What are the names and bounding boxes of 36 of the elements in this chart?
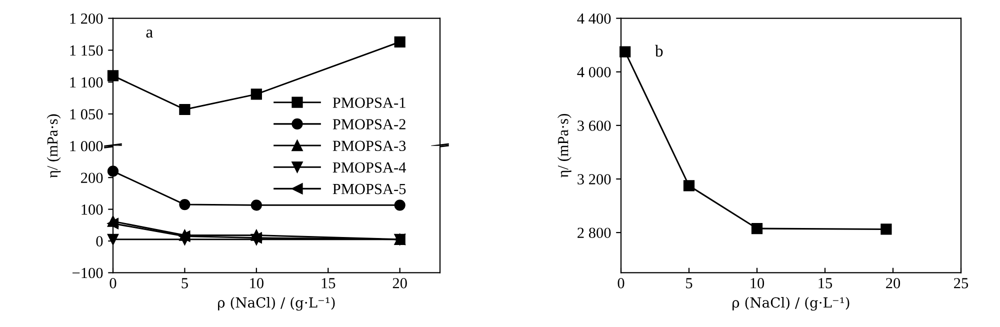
y-tick-label: 2 800 (578, 228, 611, 238)
y-axis-title: η/ (mPa·s) (46, 114, 61, 178)
y-tick-label: 0 (96, 236, 103, 246)
x-axis-title: ρ (NaCl) / (g·L⁻¹) (732, 296, 850, 311)
y-tick-label: 1 150 (70, 45, 103, 56)
y-tick-label: 3 600 (578, 120, 611, 131)
x-tick-label: 0 (110, 278, 116, 288)
legend-label: PMOPSA-1 (332, 98, 406, 108)
annotation: a (146, 30, 153, 38)
x-tick-label: 5 (182, 278, 188, 288)
y-tick-label: 100 (82, 204, 103, 215)
y-tick-label: 1 050 (70, 109, 103, 120)
x-tick-label: 5 (686, 278, 692, 288)
x-tick-label: 10 (250, 278, 264, 288)
legend-label: PMOPSA-5 (332, 184, 406, 194)
y-tick-label: 1 200 (70, 13, 103, 24)
y-tick-label: 200 (81, 172, 103, 184)
legend-label: PMOPSA-3 (332, 140, 406, 152)
y-tick-label: 1 100 (70, 77, 103, 88)
y-tick-label: 3 200 (578, 174, 611, 184)
legend-label: PMOPSA-2 (332, 119, 406, 130)
annotation: b (655, 44, 663, 57)
x-tick-label: 10 (750, 278, 764, 288)
y-tick-label: 4 400 (577, 13, 611, 24)
x-axis-title: ρ (NaCl) / (g·L⁻¹) (218, 296, 335, 311)
y-tick-label: 4 000 (577, 67, 611, 78)
x-tick-label: 15 (322, 278, 336, 288)
y-tick-label: 1 000 (70, 140, 103, 152)
legend-label: PMOPSA-4 (332, 162, 406, 173)
x-tick-label: 20 (392, 278, 407, 288)
y-tick-label: −100 (72, 268, 103, 278)
y-axis-title: η/ (mPa·s) (557, 114, 572, 178)
x-tick-label: 15 (818, 278, 832, 288)
x-tick-label: 25 (954, 278, 968, 288)
x-tick-label: 20 (886, 278, 900, 288)
x-tick-label: 0 (618, 278, 624, 288)
